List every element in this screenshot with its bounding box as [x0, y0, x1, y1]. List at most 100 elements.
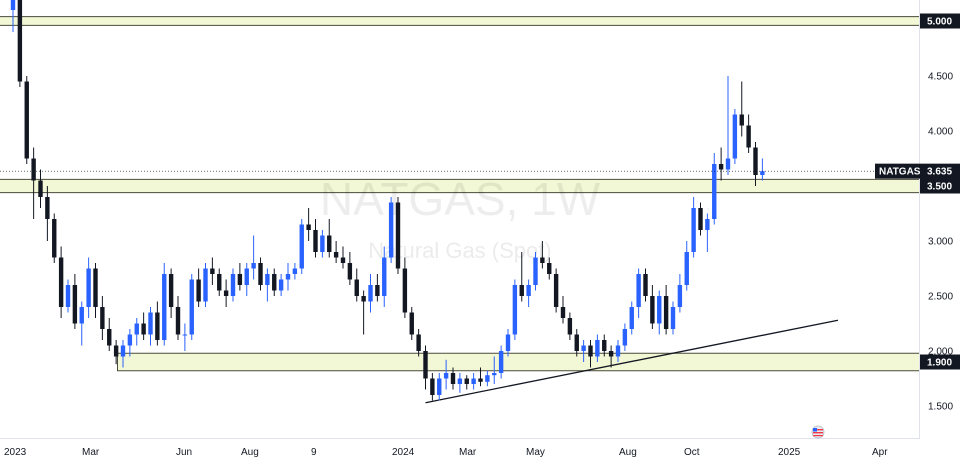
candle[interactable] [31, 147, 36, 220]
candle[interactable] [361, 290, 366, 335]
candle[interactable] [162, 263, 167, 346]
candle[interactable] [347, 252, 353, 285]
candle[interactable] [464, 375, 469, 390]
candle[interactable] [113, 340, 119, 365]
candle[interactable] [622, 323, 628, 352]
candle[interactable] [155, 301, 160, 346]
candle[interactable] [230, 268, 236, 302]
candle[interactable] [210, 257, 215, 286]
candle[interactable] [100, 296, 105, 340]
candle[interactable] [223, 279, 229, 308]
candle[interactable] [313, 219, 318, 258]
candle[interactable] [265, 268, 270, 302]
candle[interactable] [354, 268, 359, 302]
flag-icon[interactable] [811, 425, 825, 439]
candle[interactable] [237, 263, 243, 291]
candle[interactable] [512, 279, 518, 341]
candle[interactable] [65, 279, 71, 313]
price-axis[interactable]: 1.500 2.000 2.500 3.000 3.500 4.000 4.500 5.000 [928, 17, 953, 413]
candle[interactable] [684, 241, 689, 291]
candle[interactable] [244, 263, 249, 296]
candle[interactable] [141, 312, 146, 341]
candle[interactable] [553, 268, 559, 313]
candle[interactable] [182, 323, 188, 352]
candle[interactable] [58, 246, 64, 319]
candle[interactable] [258, 257, 263, 291]
candle[interactable] [670, 301, 676, 335]
candle[interactable] [10, 0, 16, 32]
candle[interactable] [567, 312, 573, 341]
candle[interactable] [739, 81, 744, 137]
candle[interactable] [478, 367, 483, 387]
candle[interactable] [333, 241, 339, 263]
candle[interactable] [718, 147, 724, 181]
candle[interactable] [677, 274, 683, 313]
candle[interactable] [38, 169, 43, 209]
candle[interactable] [657, 290, 662, 335]
candle[interactable] [615, 340, 621, 362]
candle[interactable] [471, 373, 476, 390]
candle[interactable] [712, 153, 717, 225]
candle[interactable] [691, 197, 696, 258]
candle[interactable] [327, 219, 332, 258]
candle[interactable] [340, 246, 346, 269]
candle[interactable] [705, 213, 710, 253]
candle[interactable] [272, 268, 277, 297]
candle[interactable] [299, 219, 304, 274]
candle[interactable] [388, 197, 394, 263]
candle[interactable] [526, 279, 531, 308]
candle[interactable] [663, 285, 669, 335]
candle[interactable] [382, 246, 387, 308]
candle[interactable] [134, 318, 139, 346]
candle[interactable] [148, 307, 153, 346]
candle[interactable] [120, 340, 126, 368]
candle[interactable] [608, 345, 614, 368]
candle[interactable] [492, 356, 497, 385]
candle[interactable] [107, 318, 112, 351]
candle[interactable] [189, 274, 194, 340]
candle[interactable] [547, 257, 552, 280]
candle[interactable] [127, 329, 133, 357]
candle[interactable] [760, 158, 765, 181]
candle[interactable] [45, 186, 50, 241]
candle[interactable] [560, 296, 566, 324]
candle[interactable] [443, 359, 449, 390]
candle[interactable] [581, 340, 586, 362]
candle[interactable] [746, 114, 751, 154]
candle[interactable] [86, 257, 91, 319]
candle[interactable] [395, 197, 401, 274]
candle[interactable] [430, 373, 435, 401]
candle[interactable] [368, 274, 373, 313]
candle[interactable] [602, 334, 607, 357]
candle[interactable] [505, 329, 511, 357]
candle[interactable] [457, 373, 463, 393]
candle[interactable] [285, 263, 291, 291]
candle[interactable] [52, 213, 57, 264]
candle[interactable] [437, 373, 442, 401]
candle[interactable] [196, 268, 201, 308]
candle[interactable] [533, 252, 538, 291]
candle[interactable] [588, 340, 593, 368]
candle[interactable] [650, 285, 655, 329]
candle[interactable] [375, 274, 380, 302]
candle[interactable] [168, 268, 174, 319]
candle[interactable] [416, 329, 421, 357]
candle[interactable] [643, 268, 648, 302]
candle[interactable] [540, 241, 545, 269]
candle[interactable] [93, 263, 98, 318]
trendline[interactable] [425, 319, 839, 404]
candle[interactable] [519, 252, 524, 302]
candle[interactable] [725, 76, 731, 175]
candle[interactable] [753, 142, 758, 186]
candle[interactable] [732, 109, 738, 164]
candle[interactable] [251, 235, 256, 280]
candle[interactable] [72, 274, 78, 329]
candle[interactable] [278, 274, 284, 296]
candle[interactable] [450, 367, 456, 390]
candle[interactable] [498, 345, 504, 379]
candle[interactable] [320, 230, 325, 258]
candle[interactable] [595, 334, 600, 363]
candle[interactable] [24, 76, 29, 164]
candle[interactable] [485, 370, 490, 387]
